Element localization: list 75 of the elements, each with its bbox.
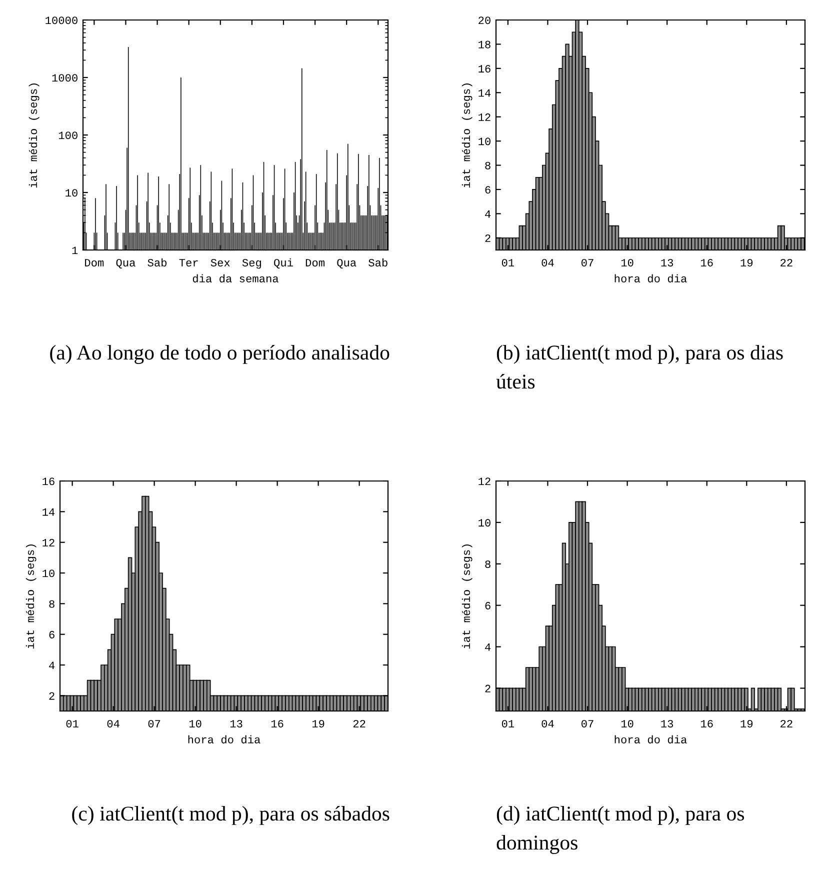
y-tick-label: 6 bbox=[49, 630, 54, 638]
x-tick-label: 04 bbox=[542, 720, 554, 728]
x-tick-label: Qua bbox=[116, 258, 136, 268]
y-tick-label: 14 bbox=[42, 508, 55, 516]
x-tick-label: 10 bbox=[621, 258, 634, 266]
x-tick-label: 22 bbox=[780, 258, 792, 266]
y-tick-label: 1000 bbox=[52, 74, 78, 82]
x-axis-title: hora do dia bbox=[614, 274, 687, 282]
y-tick-label: 12 bbox=[478, 113, 490, 121]
x-tick-label: 13 bbox=[661, 720, 674, 728]
x-axis-title: hora do dia bbox=[188, 735, 260, 744]
x-tick-label: 22 bbox=[780, 720, 792, 728]
y-tick-label: 6 bbox=[485, 602, 490, 610]
x-tick-label: 16 bbox=[701, 258, 713, 266]
y-tick-label: 14 bbox=[478, 89, 491, 97]
x-tick-label: 07 bbox=[582, 720, 594, 728]
x-tick-label: 10 bbox=[621, 720, 634, 728]
x-tick-label: Sab bbox=[368, 258, 388, 266]
x-tick-label: 01 bbox=[502, 258, 514, 266]
y-tick-label: 4 bbox=[49, 662, 55, 670]
y-axis-title: iat médio (segs) bbox=[462, 544, 472, 649]
y-tick-label: 12 bbox=[478, 478, 490, 486]
x-tick-label: Sex bbox=[210, 258, 230, 266]
y-tick-label: 18 bbox=[478, 40, 490, 48]
y-tick-label: 4 bbox=[485, 643, 491, 651]
x-tick-label: Sab bbox=[148, 258, 167, 266]
x-tick-label: Dom bbox=[85, 259, 104, 266]
y-tick-label: 10 bbox=[478, 138, 490, 146]
y-tick-label: 12 bbox=[42, 538, 54, 546]
y-tick-label: 16 bbox=[42, 478, 54, 486]
x-tick-label: 13 bbox=[661, 258, 674, 266]
y-tick-label: 10000 bbox=[46, 16, 78, 24]
x-tick-label: 16 bbox=[271, 720, 284, 728]
text: (c) iatClient(t mod p), para os sábados bbox=[72, 806, 390, 825]
y-tick-label: 16 bbox=[478, 65, 490, 73]
y-tick-label: 10 bbox=[42, 570, 54, 578]
x-tick-label: Dom bbox=[306, 259, 324, 266]
x-tick-label: Seg bbox=[242, 258, 261, 269]
x-tick-label: 19 bbox=[740, 720, 753, 728]
text: (b) iatClient(t mod p), para os dias úteis bbox=[496, 345, 783, 389]
y-axis-title: iat médio (segs) bbox=[26, 544, 36, 649]
y-tick-label: 10 bbox=[66, 189, 78, 197]
x-tick-label: 19 bbox=[312, 720, 324, 728]
text: (d) iatClient(t mod p), para os domingos bbox=[496, 806, 744, 854]
y-tick-label: 4 bbox=[485, 210, 491, 218]
y-tick-label: 8 bbox=[49, 600, 54, 608]
x-tick-label: Ter bbox=[179, 259, 198, 266]
x-tick-label: 10 bbox=[189, 720, 202, 728]
x-tick-label: 04 bbox=[107, 720, 120, 728]
y-tick-label: 2 bbox=[49, 692, 54, 700]
x-tick-label: 07 bbox=[148, 720, 160, 728]
y-axis-title: iat médio (segs) bbox=[28, 84, 40, 188]
y-tick-label: 6 bbox=[485, 186, 490, 194]
x-tick-label: 04 bbox=[542, 258, 554, 266]
y-axis-title: iat médio (segs) bbox=[462, 84, 472, 188]
x-tick-label: 19 bbox=[740, 258, 753, 266]
y-tick-label: 8 bbox=[485, 162, 490, 170]
text: (a) Ao longo de todo o período analisado bbox=[50, 345, 390, 364]
x-tick-label: 16 bbox=[701, 720, 713, 728]
y-tick-label: 2 bbox=[485, 684, 490, 692]
x-tick-label: 22 bbox=[353, 720, 366, 728]
y-tick-label: 1 bbox=[72, 246, 78, 254]
x-tick-label: 07 bbox=[582, 258, 594, 266]
y-tick-label: 2 bbox=[485, 234, 490, 242]
x-axis-title: dia da semana bbox=[192, 274, 278, 282]
x-tick-label: 01 bbox=[66, 720, 78, 728]
x-tick-label: Qui bbox=[274, 258, 293, 268]
y-tick-label: 20 bbox=[478, 16, 490, 24]
x-tick-label: 13 bbox=[230, 720, 242, 728]
y-tick-label: 8 bbox=[485, 560, 490, 568]
x-axis-title: hora do dia bbox=[614, 735, 687, 744]
y-tick-label: 100 bbox=[58, 132, 78, 140]
y-tick-label: 10 bbox=[478, 519, 490, 527]
x-tick-label: Qua bbox=[337, 258, 356, 268]
x-tick-label: 01 bbox=[502, 720, 514, 728]
